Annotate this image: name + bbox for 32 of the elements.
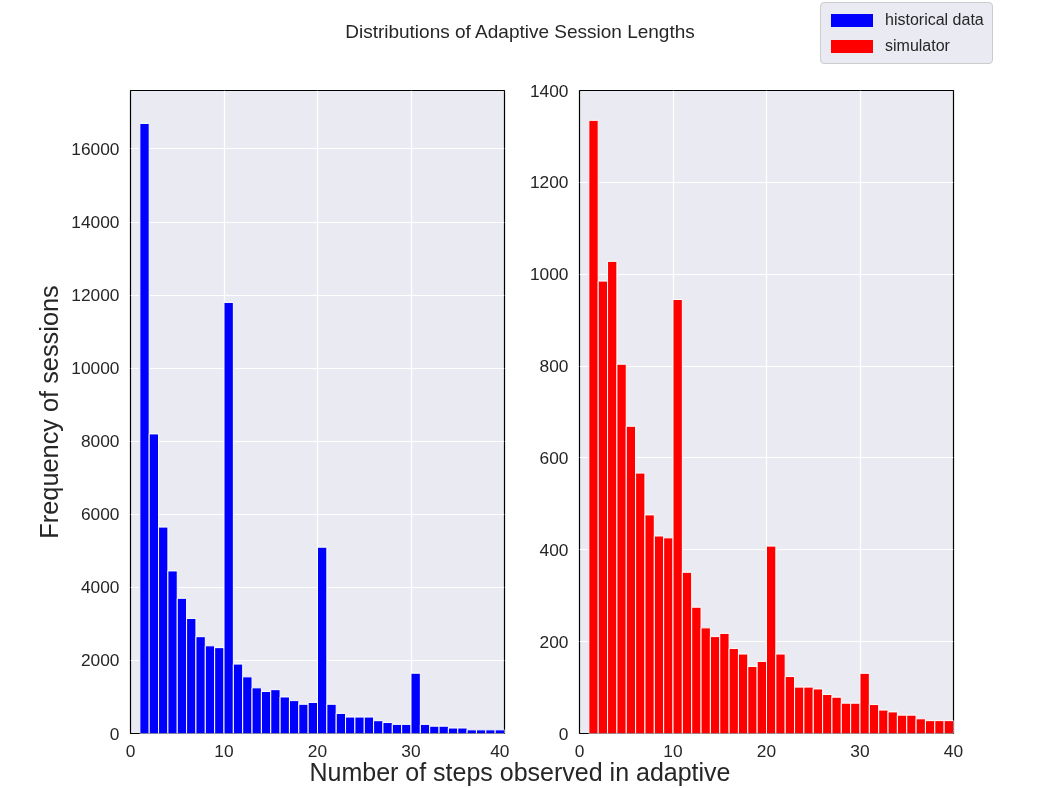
x-tick-label: 0: [125, 740, 136, 761]
x-tick-label: 0: [574, 740, 585, 761]
x-tick-label: 20: [756, 740, 777, 761]
x-tick-label: 30: [401, 740, 421, 761]
y-tick-label: 200: [539, 631, 569, 652]
x-axis-title: Number of steps observed in adaptive: [309, 758, 731, 786]
legend-label: historical data: [884, 9, 984, 30]
y-tick-label: 1200: [529, 172, 569, 193]
x-tick-label: 10: [214, 740, 234, 761]
y-tick-label: 4000: [80, 577, 120, 598]
x-tick-label: 30: [850, 740, 870, 761]
y-tick-label: 16000: [71, 138, 120, 159]
y-tick-label: 400: [539, 539, 569, 560]
y-tick-label: 600: [539, 447, 569, 468]
x-tick-label: 10: [663, 740, 683, 761]
y-tick-label: 2000: [80, 650, 120, 671]
y-tick-label: 12000: [71, 285, 120, 306]
y-tick-label: 0: [109, 723, 120, 744]
x-tick-label: 20: [307, 740, 328, 761]
x-tick-label: 40: [490, 740, 510, 761]
chart-title: Distributions of Adaptive Session Lengths: [344, 20, 696, 44]
y-tick-label: 1000: [529, 264, 569, 285]
legend-label: simulator: [884, 35, 951, 56]
y-tick-label: 8000: [80, 431, 120, 452]
y-tick-label: 800: [539, 356, 569, 377]
y-tick-label: 10000: [71, 358, 120, 379]
y-tick-label: 6000: [80, 504, 120, 525]
y-tick-label: 0: [558, 723, 569, 744]
x-tick-label: 40: [943, 740, 964, 761]
y-tick-label: 1400: [529, 80, 569, 101]
y-tick-label: 14000: [71, 212, 120, 233]
y-axis-title: Frequency of sessions: [35, 285, 64, 539]
